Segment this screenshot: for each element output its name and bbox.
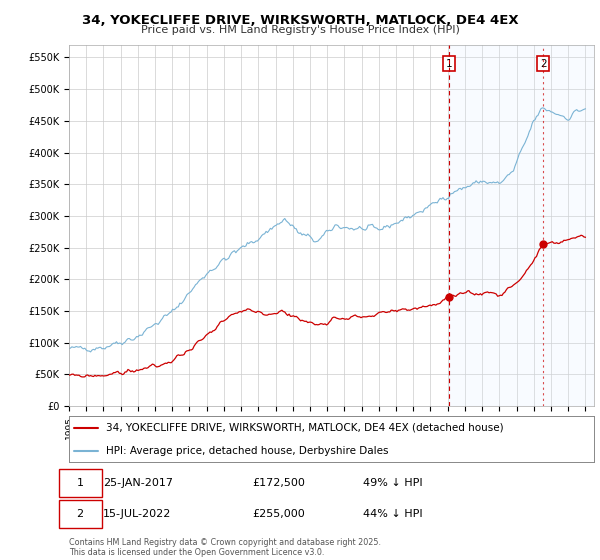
Text: Price paid vs. HM Land Registry's House Price Index (HPI): Price paid vs. HM Land Registry's House …: [140, 25, 460, 35]
Text: £255,000: £255,000: [253, 509, 305, 519]
Text: 1: 1: [446, 59, 452, 69]
Text: 1: 1: [77, 478, 83, 488]
Text: Contains HM Land Registry data © Crown copyright and database right 2025.
This d: Contains HM Land Registry data © Crown c…: [69, 538, 381, 557]
Text: 49% ↓ HPI: 49% ↓ HPI: [363, 478, 422, 488]
Text: 44% ↓ HPI: 44% ↓ HPI: [363, 509, 422, 519]
Text: 25-JAN-2017: 25-JAN-2017: [103, 478, 173, 488]
Text: £172,500: £172,500: [253, 478, 305, 488]
Text: 34, YOKECLIFFE DRIVE, WIRKSWORTH, MATLOCK, DE4 4EX (detached house): 34, YOKECLIFFE DRIVE, WIRKSWORTH, MATLOC…: [106, 423, 503, 432]
Text: 34, YOKECLIFFE DRIVE, WIRKSWORTH, MATLOCK, DE4 4EX: 34, YOKECLIFFE DRIVE, WIRKSWORTH, MATLOC…: [82, 14, 518, 27]
Text: 2: 2: [540, 59, 547, 69]
Text: 2: 2: [76, 509, 83, 519]
FancyBboxPatch shape: [59, 500, 101, 528]
Bar: [449, 45, 594, 406]
FancyBboxPatch shape: [59, 469, 101, 497]
Text: 15-JUL-2022: 15-JUL-2022: [103, 509, 172, 519]
Text: HPI: Average price, detached house, Derbyshire Dales: HPI: Average price, detached house, Derb…: [106, 446, 388, 455]
